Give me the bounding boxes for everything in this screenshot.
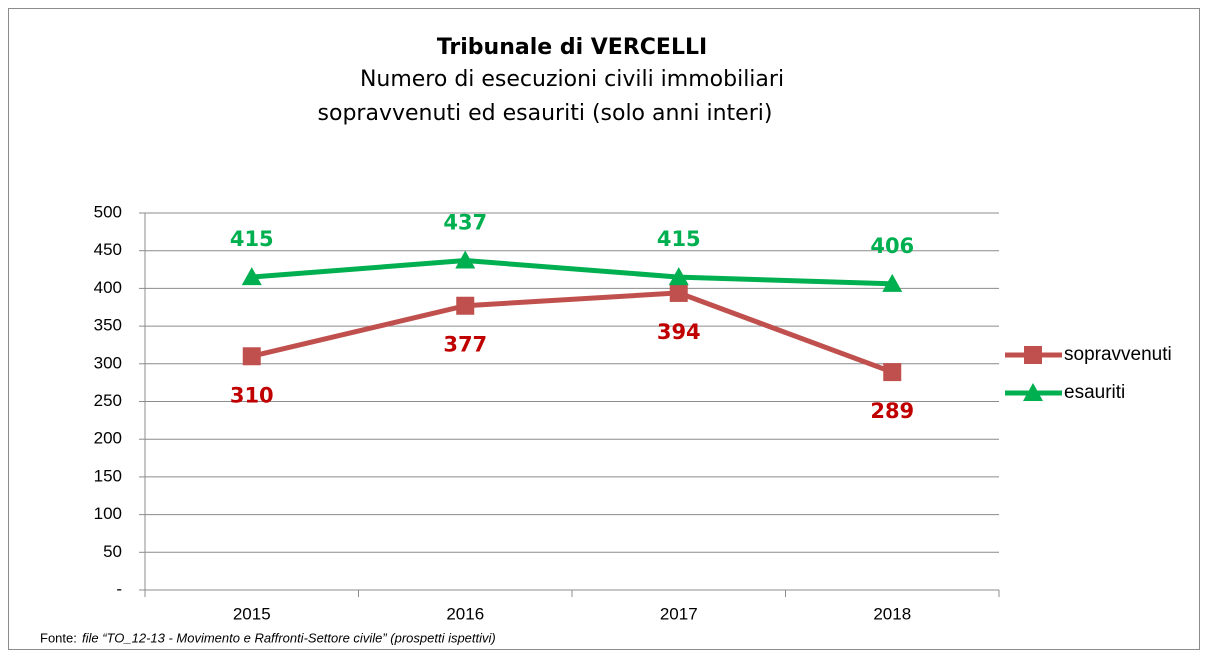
x-tick-label: 2016 xyxy=(446,604,484,623)
data-label: 406 xyxy=(870,234,914,258)
marker xyxy=(241,267,262,286)
series-line xyxy=(251,257,893,287)
y-tick-label: 250 xyxy=(94,391,122,410)
y-tick-label: 350 xyxy=(94,316,122,335)
marker xyxy=(242,347,261,366)
data-label: 289 xyxy=(870,399,914,423)
y-tick-label: 300 xyxy=(94,353,122,372)
y-tick-label: 150 xyxy=(94,466,122,485)
legend-marker xyxy=(1023,383,1043,401)
chart-title: Tribunale di VERCELLI xyxy=(437,35,707,60)
x-tick-label: 2017 xyxy=(660,604,698,623)
y-tick-label: 450 xyxy=(94,240,122,259)
y-tick-label: 100 xyxy=(94,504,122,523)
legend-marker xyxy=(1024,346,1042,364)
chart-border xyxy=(8,8,1200,650)
x-tick-label: 2018 xyxy=(873,604,911,623)
marker xyxy=(668,267,689,286)
source: file “TO_12-13 - Movimento e Raffronti-S… xyxy=(82,630,496,645)
data-label: 437 xyxy=(443,211,487,235)
legend-label: sopravvenuti xyxy=(1064,344,1172,365)
chart-subtitle: Numero di esecuzioni civili immobiliari xyxy=(360,67,784,92)
data-label: 415 xyxy=(230,227,274,251)
marker xyxy=(455,250,476,269)
source-label: Fonte: xyxy=(40,630,77,645)
marker xyxy=(669,283,688,302)
legend-label: esauriti xyxy=(1064,382,1125,403)
y-tick-label: 50 xyxy=(103,542,122,561)
y-tick-label: 200 xyxy=(94,429,122,448)
x-tick-label: 2015 xyxy=(233,604,271,623)
y-tick-label: 500 xyxy=(94,202,122,221)
marker xyxy=(883,363,902,382)
data-label: 310 xyxy=(230,383,274,407)
data-label: 377 xyxy=(443,333,487,357)
data-label: 415 xyxy=(657,227,701,251)
y-tick-label: 400 xyxy=(94,278,122,297)
chart-subtitle: sopravvenuti ed esauriti (solo anni inte… xyxy=(318,101,773,126)
marker xyxy=(456,296,475,315)
series-line xyxy=(251,290,894,375)
y-tick-label: - xyxy=(116,579,122,598)
marker xyxy=(882,273,903,292)
data-label: 394 xyxy=(657,320,701,344)
